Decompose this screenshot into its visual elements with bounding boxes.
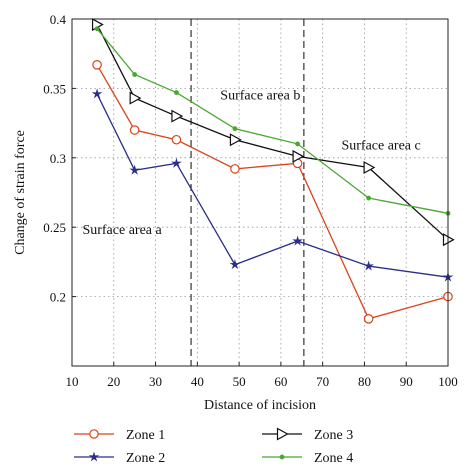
data-point <box>171 134 182 145</box>
series-line <box>96 24 449 241</box>
data-point <box>295 141 301 147</box>
plot-frame <box>71 18 449 367</box>
legend-item-zone-1: Zone 1 <box>74 428 165 443</box>
y-tick-label: 0.4 <box>50 12 67 27</box>
series-zone-4 <box>94 26 451 216</box>
y-tick-label: 0.25 <box>43 220 66 235</box>
data-point <box>132 72 138 77</box>
data-point <box>230 164 240 174</box>
data-point <box>363 161 376 175</box>
legend: Zone 1 Zone 2 Zone 3 Zone 4 <box>74 427 353 466</box>
legend-label: Zone 3 <box>314 428 353 443</box>
data-point <box>292 235 303 246</box>
data-point <box>94 26 100 32</box>
data-point <box>292 149 305 163</box>
data-point <box>363 314 374 324</box>
legend-item-zone-4: Zone 4 <box>262 451 353 466</box>
x-tick-label: 60 <box>274 374 287 389</box>
x-tick-label: 10 <box>66 374 79 389</box>
series-line <box>96 28 449 214</box>
x-tick-label: 100 <box>438 374 458 389</box>
x-tick-label: 20 <box>107 374 120 389</box>
data-point <box>92 60 102 70</box>
legend-marker <box>276 427 289 441</box>
data-point <box>173 90 179 96</box>
legend-item-zone-2: Zone 2 <box>74 451 165 466</box>
annotation-layer: Surface area a Surface area b Surface area… <box>82 89 420 239</box>
x-tick-label: 90 <box>400 374 413 389</box>
legend-marker <box>279 454 285 460</box>
region-label: Surface area a <box>82 223 162 238</box>
data-point <box>91 88 103 99</box>
legend-label: Zone 2 <box>126 451 165 466</box>
legend-marker <box>88 451 100 462</box>
data-point <box>171 157 182 168</box>
data-point <box>129 164 140 175</box>
region-label: Surface area c <box>341 138 420 153</box>
y-tick-label: 0.3 <box>50 151 66 166</box>
y-tick-label: 0.2 <box>50 290 66 305</box>
data-point <box>129 91 142 105</box>
tick-layer: 10 20 30 40 50 60 70 80 90 100 0.2 0.25 0.3 0.35 0.4 <box>43 12 458 389</box>
data-point <box>229 259 241 270</box>
data-point <box>363 260 374 271</box>
region-label: Surface area b <box>220 89 300 104</box>
legend-label: Zone 4 <box>314 451 353 466</box>
grid-layer <box>72 19 448 366</box>
x-tick-label: 70 <box>316 374 329 389</box>
series-line <box>96 93 449 278</box>
data-point <box>229 133 242 147</box>
x-tick-label: 50 <box>233 374 246 389</box>
y-axis-label: Change of strain force <box>13 130 28 255</box>
x-axis-label: Distance of incision <box>204 398 316 413</box>
x-tick-label: 40 <box>191 374 204 389</box>
series-zone-2 <box>91 88 454 282</box>
series-zone-3 <box>91 18 455 247</box>
legend-label: Zone 1 <box>126 428 165 443</box>
series-layer <box>91 18 455 324</box>
region-dividers <box>190 19 305 366</box>
legend-marker <box>89 429 99 439</box>
x-tick-label: 80 <box>358 374 371 389</box>
x-tick-label: 30 <box>149 374 162 389</box>
data-point <box>232 126 238 132</box>
data-point <box>171 109 184 123</box>
y-tick-label: 0.35 <box>43 81 66 96</box>
legend-item-zone-3: Zone 3 <box>262 427 353 443</box>
data-point <box>366 195 372 201</box>
data-point <box>129 125 140 135</box>
